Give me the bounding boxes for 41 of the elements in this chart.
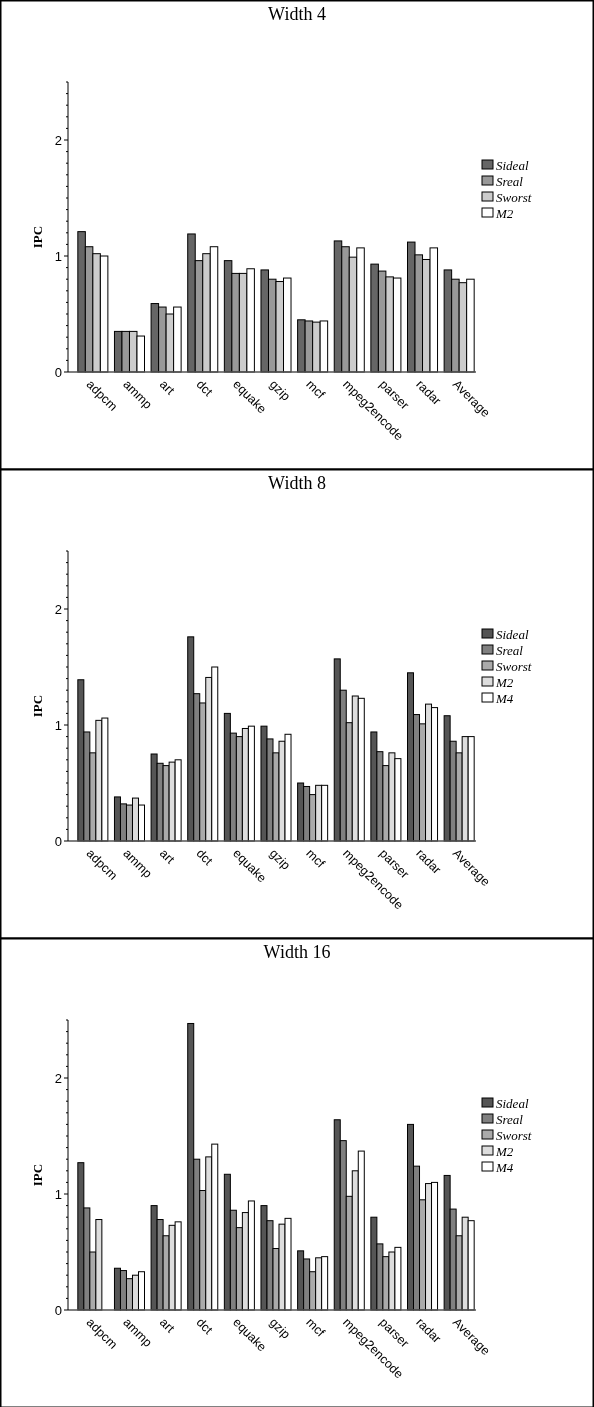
y-tick-label: 1 <box>54 1186 62 1202</box>
y-tick-label: 2 <box>54 601 62 617</box>
x-tick-label: mcf <box>303 1315 328 1340</box>
legend-label: M4 <box>495 690 514 706</box>
y-axis-title: IPC <box>30 1163 45 1187</box>
y-tick-label: 2 <box>54 132 62 148</box>
legend-label: Sreal <box>496 173 524 189</box>
y-tick-label: 1 <box>54 248 62 264</box>
x-tick-label: dct <box>193 377 216 400</box>
legend-label: Sreal <box>496 642 524 658</box>
chart-title: Width 4 <box>268 4 326 24</box>
legend-label: M2 <box>495 1143 514 1159</box>
x-tick-label: art <box>156 1315 178 1336</box>
x-tick-label: mcf <box>303 377 328 402</box>
x-tick-label: gzip <box>266 1315 293 1342</box>
legend-label: Sideal <box>496 626 529 642</box>
legend-label: M2 <box>495 674 514 690</box>
x-tick-label: gzip <box>266 846 293 873</box>
y-tick-label: 0 <box>54 364 62 380</box>
y-tick-label: 0 <box>54 1302 62 1318</box>
x-tick-label: gzip <box>266 377 293 404</box>
legend-label: Sideal <box>496 1095 529 1111</box>
chart-title: Width 16 <box>263 942 331 962</box>
y-tick-label: 0 <box>54 833 62 849</box>
legend-label: Sworst <box>496 1127 532 1143</box>
chart-title: Width 8 <box>268 473 326 493</box>
legend-label: Sreal <box>496 1111 524 1127</box>
y-axis-title: IPC <box>30 225 45 249</box>
x-tick-label: art <box>156 377 178 398</box>
legend-label: Sworst <box>496 189 532 205</box>
x-tick-label: mcf <box>303 846 328 871</box>
x-tick-label: dct <box>193 1315 216 1338</box>
legend-label: M2 <box>495 205 514 221</box>
legend-label: Sideal <box>496 157 529 173</box>
y-axis-title: IPC <box>30 694 45 718</box>
y-tick-label: 2 <box>54 1070 62 1086</box>
legend-label: M4 <box>495 1159 514 1175</box>
x-tick-label: dct <box>193 846 216 869</box>
legend-label: Sworst <box>496 658 532 674</box>
x-tick-label: art <box>156 846 178 867</box>
y-tick-label: 1 <box>54 717 62 733</box>
